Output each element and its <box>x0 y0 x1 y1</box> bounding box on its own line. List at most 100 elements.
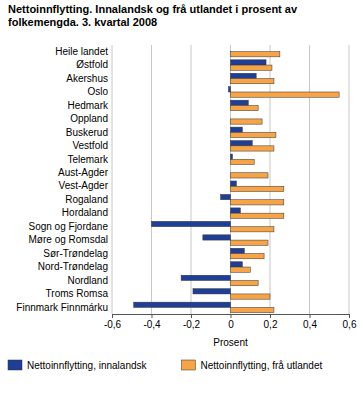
category-label: Nordland <box>67 275 108 286</box>
tick: -0,4 <box>143 314 161 330</box>
bar <box>181 275 230 280</box>
tick: Oslo <box>87 86 112 97</box>
grid-line <box>191 45 192 314</box>
bar <box>134 302 231 307</box>
x-axis: -0,6 -0,4 -0,2 0 0,2 0,4 0,6 <box>104 314 357 330</box>
category-label: Rogaland <box>65 194 108 205</box>
plot-background <box>112 45 349 314</box>
bar <box>231 65 272 70</box>
tick-mark <box>310 314 311 318</box>
category-label: Vestfold <box>72 140 108 151</box>
category-label: Telemark <box>67 154 109 165</box>
tick: Nordland <box>67 275 112 286</box>
bar <box>231 186 284 191</box>
legend-swatch <box>182 360 196 370</box>
tick: Nord-Trøndelag <box>38 261 112 272</box>
grid-line <box>270 45 271 314</box>
bar <box>203 235 231 240</box>
bar <box>229 87 231 92</box>
bars <box>134 52 339 313</box>
bar <box>231 127 243 132</box>
tick: Troms Romsa <box>46 288 112 299</box>
tick: Møre og Romsdal <box>29 234 112 245</box>
legend-label: Nettoinnflytting, frå utlandet <box>201 360 323 371</box>
category-label: Finnmark Finnmárku <box>16 302 108 313</box>
category-label: Akershus <box>66 73 108 84</box>
tick-label: -0,6 <box>104 319 122 330</box>
tick-mark <box>152 314 153 318</box>
tick: Vestfold <box>72 140 112 151</box>
axis-title: Prosent <box>213 337 248 348</box>
bar <box>231 100 249 105</box>
bar <box>231 154 233 159</box>
bar <box>231 141 253 146</box>
bar <box>231 159 255 164</box>
bar <box>231 294 271 299</box>
tick: Telemark <box>67 154 112 165</box>
tick: 0,2 <box>264 314 278 330</box>
tick: Sogn og Fjordane <box>28 221 112 232</box>
bar <box>231 280 259 285</box>
bar <box>231 146 274 151</box>
bar <box>231 213 284 218</box>
category-label: Heile landet <box>55 46 108 57</box>
tick-label: 0,6 <box>343 319 357 330</box>
bar <box>231 132 276 137</box>
legend-swatch <box>8 360 22 370</box>
bar <box>231 240 269 245</box>
tick: Heile landet <box>55 46 112 57</box>
tick-label: 0 <box>228 319 234 330</box>
tick-label: 0,4 <box>303 319 317 330</box>
category-label: Troms Romsa <box>46 288 109 299</box>
bar <box>230 114 231 119</box>
category-label: Østfold <box>76 59 108 70</box>
bar <box>231 227 274 232</box>
tick-mark <box>112 314 113 318</box>
category-label: Buskerud <box>66 127 108 138</box>
tick: 0 <box>228 314 234 330</box>
tick: Hedmark <box>67 100 112 111</box>
tick: Vest-Agder <box>59 180 112 191</box>
tick: Aust-Agder <box>58 167 112 178</box>
bar <box>231 307 274 312</box>
tick-mark <box>349 314 350 318</box>
category-label: Hordaland <box>62 207 108 218</box>
bar <box>231 119 263 124</box>
grid-line <box>349 45 350 314</box>
tick-mark <box>270 314 271 318</box>
tick-label: -0,2 <box>183 319 201 330</box>
bar <box>231 181 237 186</box>
category-label: Vest-Agder <box>59 180 109 191</box>
bar <box>231 267 251 272</box>
category-label: Hedmark <box>67 100 109 111</box>
category-label: Aust-Agder <box>58 167 109 178</box>
tick: Østfold <box>76 59 112 70</box>
category-label: Oslo <box>87 86 108 97</box>
tick: 0,4 <box>303 314 317 330</box>
tick: Rogaland <box>65 194 112 205</box>
category-label: Sogn og Fjordane <box>28 221 108 232</box>
bar <box>231 173 269 178</box>
tick: Sør-Trøndelag <box>43 248 112 259</box>
bar <box>231 105 259 110</box>
tick: Akershus <box>66 73 112 84</box>
category-label: Møre og Romsdal <box>29 234 108 245</box>
bar <box>231 92 340 97</box>
bar <box>230 168 231 173</box>
grid <box>112 45 349 314</box>
legend: Nettoinnflytting, innalandsk Nettoinnflyt… <box>8 360 322 371</box>
legend-label: Nettoinnflytting, innalandsk <box>27 360 148 371</box>
tick: -0,6 <box>104 314 122 330</box>
grid-line <box>309 45 310 314</box>
grid-line <box>112 45 113 314</box>
bar <box>152 221 231 226</box>
bar <box>231 254 265 259</box>
bar <box>231 208 241 213</box>
bar <box>231 200 284 205</box>
tick-mark <box>191 314 192 318</box>
chart: Nettoinnflytting. Innalandsk og frå utla… <box>0 0 363 396</box>
bar <box>231 262 243 267</box>
tick: Hordaland <box>62 207 112 218</box>
title: Nettoinnflytting. Innalandsk og frå utla… <box>8 3 298 28</box>
bar <box>221 194 231 199</box>
